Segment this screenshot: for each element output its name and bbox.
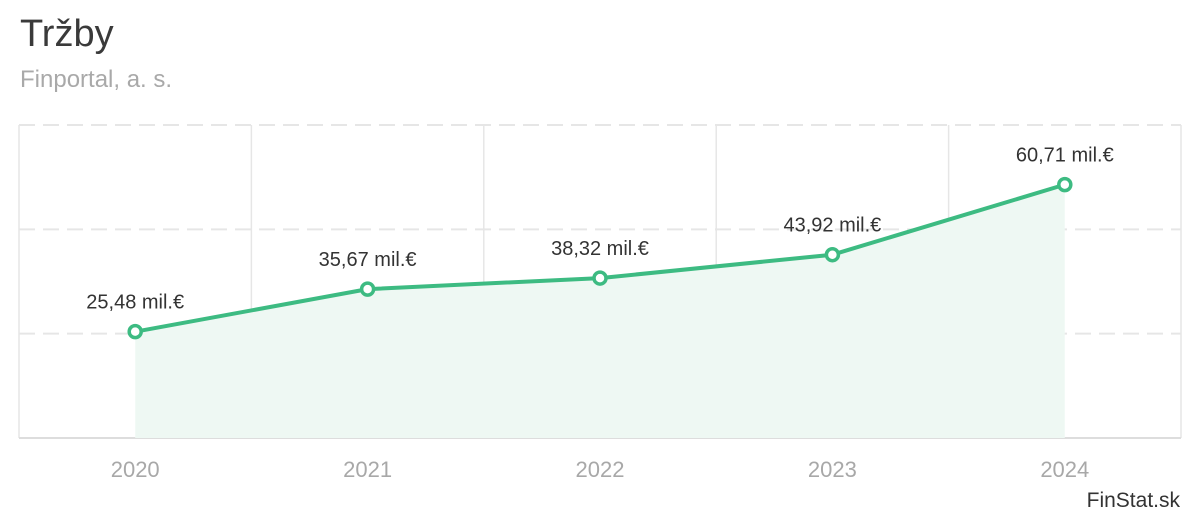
data-label-2021: 35,67 mil.€ [319, 249, 417, 271]
data-point-2022 [592, 270, 608, 286]
data-point-2020 [127, 323, 143, 340]
x-tick-label-2022: 2022 [576, 457, 625, 482]
data-label-2024: 60,71 mil.€ [1016, 145, 1114, 167]
series-area [135, 184, 1065, 438]
x-tick-label-2024: 2024 [1040, 457, 1089, 482]
x-tick-label-2021: 2021 [343, 457, 392, 482]
data-point-2023 [824, 246, 841, 263]
finstat-credit[interactable]: FinStat.sk [1086, 489, 1180, 512]
data-label-2023: 43,92 mil.€ [783, 215, 881, 237]
chart-subtitle: Finportal, a. s. [20, 66, 173, 93]
data-label-2020: 25,48 mil.€ [86, 292, 184, 314]
data-point-2021 [359, 281, 376, 297]
x-tick-label-2020: 2020 [111, 457, 160, 482]
chart-title: Tržby [20, 13, 114, 55]
x-tick-label-2023: 2023 [808, 457, 857, 482]
data-label-2022: 38,32 mil.€ [551, 238, 649, 260]
data-point-2024 [1057, 176, 1073, 193]
